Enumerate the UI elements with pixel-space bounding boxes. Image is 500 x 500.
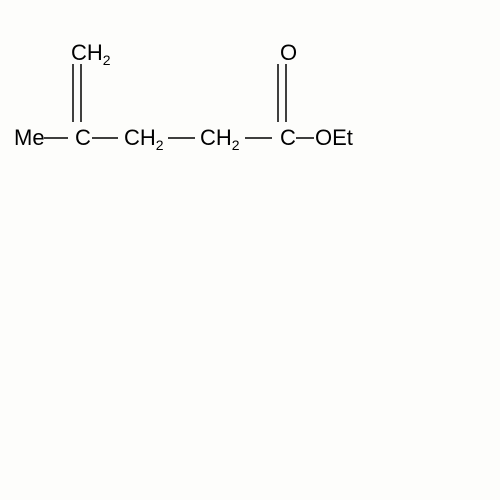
- atom-ch2c: CH2: [200, 125, 240, 153]
- atom-ch2a: CH2: [71, 40, 111, 68]
- atom-me: Me: [14, 125, 45, 150]
- atom-c1: C: [75, 125, 91, 150]
- atom-o1: O: [280, 40, 297, 65]
- atom-c2: C: [280, 125, 296, 150]
- atom-oet: OEt: [315, 125, 353, 150]
- atom-ch2b: CH2: [124, 125, 164, 153]
